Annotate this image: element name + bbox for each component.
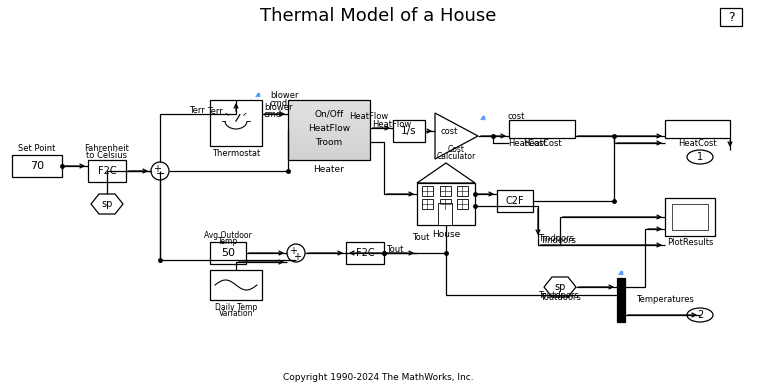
Bar xyxy=(210,270,262,300)
Bar xyxy=(12,155,62,177)
Text: blower: blower xyxy=(264,102,292,112)
Circle shape xyxy=(151,162,169,180)
Text: cmd: cmd xyxy=(270,98,288,107)
Text: Copyright 1990-2024 The MathWorks, Inc.: Copyright 1990-2024 The MathWorks, Inc. xyxy=(282,373,473,382)
Bar xyxy=(417,183,475,225)
Text: sp: sp xyxy=(101,199,113,209)
Text: −: − xyxy=(156,169,166,179)
Polygon shape xyxy=(435,113,478,159)
Text: Temperatures: Temperatures xyxy=(636,296,694,305)
Text: Avg Outdoor: Avg Outdoor xyxy=(204,231,252,240)
Text: 1/s: 1/s xyxy=(401,126,417,136)
Bar xyxy=(346,242,384,264)
Bar xyxy=(288,136,370,140)
Polygon shape xyxy=(91,194,123,214)
Bar xyxy=(288,124,370,128)
Text: Cost: Cost xyxy=(447,144,465,154)
Circle shape xyxy=(287,244,305,262)
Text: F2C: F2C xyxy=(356,248,374,258)
Bar xyxy=(617,278,625,322)
Text: Daily Temp: Daily Temp xyxy=(215,303,257,312)
Bar xyxy=(288,152,370,156)
Bar xyxy=(438,203,452,225)
Bar xyxy=(288,144,370,148)
Bar xyxy=(440,199,451,209)
Text: On/Off: On/Off xyxy=(314,109,344,119)
Ellipse shape xyxy=(687,308,713,322)
Ellipse shape xyxy=(687,150,713,164)
Bar xyxy=(720,8,742,26)
Text: Troom: Troom xyxy=(316,137,343,147)
Bar xyxy=(457,186,468,196)
Text: sp: sp xyxy=(554,282,565,292)
Bar xyxy=(665,120,730,138)
Text: 2: 2 xyxy=(697,310,703,320)
Text: Toutdoors: Toutdoors xyxy=(540,293,581,303)
Text: Variation: Variation xyxy=(219,308,254,317)
Bar xyxy=(288,120,370,124)
Polygon shape xyxy=(417,163,475,183)
Bar xyxy=(288,100,370,160)
Text: Tindoors: Tindoors xyxy=(540,235,576,245)
Text: HeatFlow: HeatFlow xyxy=(372,119,411,128)
Text: HeatFlow: HeatFlow xyxy=(349,112,388,121)
Bar xyxy=(457,199,468,209)
Polygon shape xyxy=(544,277,576,297)
Text: Tindoors: Tindoors xyxy=(538,233,574,242)
Bar xyxy=(288,100,370,104)
Bar xyxy=(288,132,370,136)
Text: Toutdoors: Toutdoors xyxy=(538,291,579,300)
Text: Temp: Temp xyxy=(218,237,238,245)
Text: F2C: F2C xyxy=(98,166,117,176)
Text: Terr: Terr xyxy=(207,107,223,116)
Text: Set Point: Set Point xyxy=(18,144,56,152)
Text: HeatCost: HeatCost xyxy=(678,138,716,147)
Text: Tout: Tout xyxy=(386,245,403,254)
Text: HeatCost: HeatCost xyxy=(522,138,561,147)
Bar xyxy=(288,148,370,152)
Bar xyxy=(210,100,262,146)
Bar xyxy=(210,242,246,264)
Text: cost: cost xyxy=(441,126,458,135)
Bar xyxy=(665,198,715,236)
Text: cost: cost xyxy=(507,112,525,121)
Text: +: + xyxy=(153,164,161,174)
Bar xyxy=(288,140,370,144)
Text: HeatFlow: HeatFlow xyxy=(308,123,350,133)
Bar xyxy=(672,204,708,230)
Bar xyxy=(509,120,575,138)
Text: ?: ? xyxy=(727,11,734,23)
Text: Calculator: Calculator xyxy=(436,151,475,161)
Text: Terr: Terr xyxy=(189,105,205,114)
Text: +: + xyxy=(289,246,297,256)
Text: Heater: Heater xyxy=(313,165,344,173)
Text: 1: 1 xyxy=(697,152,703,162)
Text: HeatCost: HeatCost xyxy=(508,138,547,147)
Text: C2F: C2F xyxy=(506,196,525,206)
Bar xyxy=(393,120,425,142)
Bar xyxy=(288,116,370,120)
Bar xyxy=(422,186,433,196)
Bar xyxy=(288,108,370,112)
Bar xyxy=(288,104,370,108)
Text: Thermostat: Thermostat xyxy=(212,149,260,158)
Bar xyxy=(422,199,433,209)
Text: Fahrenheit: Fahrenheit xyxy=(85,144,129,152)
Bar xyxy=(288,156,370,160)
Text: 70: 70 xyxy=(30,161,44,171)
Text: blower: blower xyxy=(270,91,298,100)
Text: Thermal Model of a House: Thermal Model of a House xyxy=(260,7,496,25)
Text: cmd: cmd xyxy=(264,109,282,119)
Text: PlotResults: PlotResults xyxy=(667,238,713,247)
Text: House: House xyxy=(432,230,460,238)
Bar xyxy=(88,160,126,182)
Text: +: + xyxy=(293,252,301,262)
Bar xyxy=(440,186,451,196)
Text: to Celsius: to Celsius xyxy=(86,151,127,159)
Text: 50: 50 xyxy=(221,248,235,258)
Bar xyxy=(497,190,533,212)
Text: Tout: Tout xyxy=(412,233,429,242)
Bar xyxy=(288,128,370,132)
Bar xyxy=(288,112,370,116)
